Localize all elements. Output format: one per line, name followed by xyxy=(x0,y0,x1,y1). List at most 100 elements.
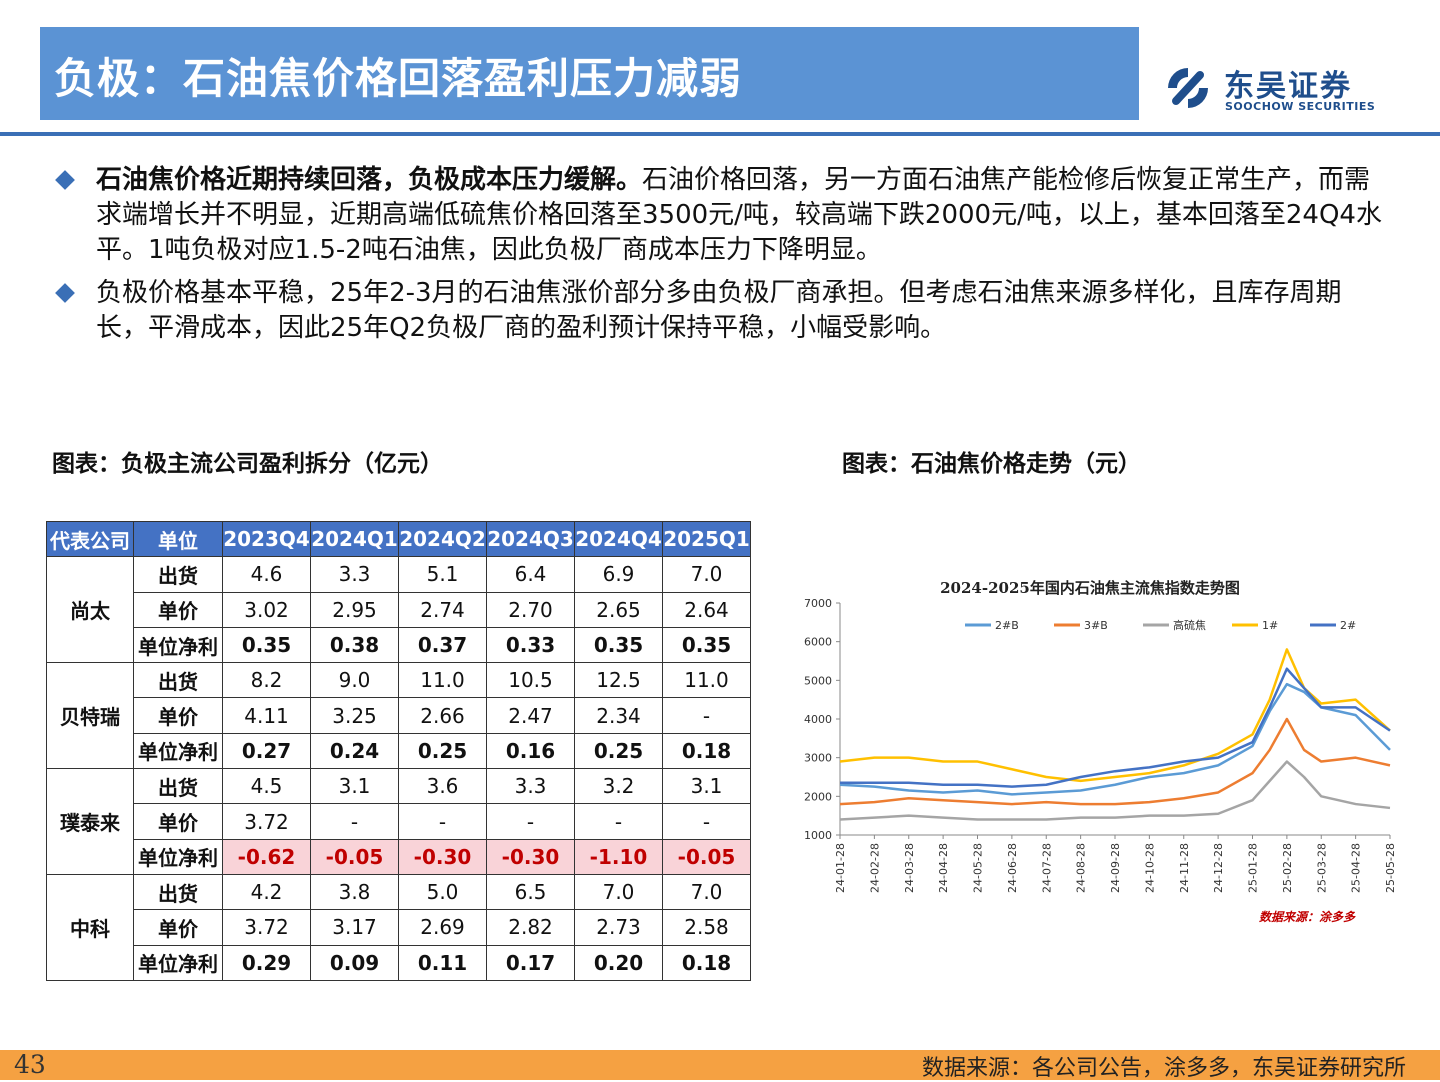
value-cell: 3.1 xyxy=(310,768,399,805)
value-cell: 4.2 xyxy=(222,873,311,911)
table-row: 单位净利 0.27 0.24 0.25 0.16 0.25 0.18 xyxy=(47,732,751,770)
y-tick-label: 7000 xyxy=(804,597,832,610)
negative-value-cell: -0.62 xyxy=(222,838,311,875)
brand-logo: 东吴证券 SOOCHOW SECURITIES xyxy=(1162,63,1402,115)
value-cell: 0.18 xyxy=(662,944,751,981)
value-cell: 11.0 xyxy=(398,662,487,699)
value-cell: 2.73 xyxy=(574,909,663,946)
value-cell: - xyxy=(662,697,751,734)
value-cell: 10.5 xyxy=(486,662,575,699)
value-cell: - xyxy=(310,803,399,840)
x-tick-label: 24-03-28 xyxy=(903,843,916,893)
value-cell: 3.72 xyxy=(222,909,311,946)
table-row: 璞泰来 出货 4.5 3.1 3.6 3.3 3.2 3.1 xyxy=(46,768,751,875)
unit-cell: 出货 xyxy=(133,556,223,593)
x-tick-label: 25-04-28 xyxy=(1350,843,1363,893)
value-cell: 2.66 xyxy=(398,697,487,734)
value-cell: 5.0 xyxy=(398,873,487,911)
x-tick-label: 24-12-28 xyxy=(1212,843,1225,893)
x-tick-label: 24-08-28 xyxy=(1075,843,1088,893)
page-title: 负极：石油焦价格回落盈利压力减弱 xyxy=(54,54,743,103)
x-tick-label: 24-06-28 xyxy=(1006,843,1019,893)
value-cell: 0.20 xyxy=(574,944,663,981)
legend-label: 高硫焦 xyxy=(1173,618,1206,632)
value-cell: 0.09 xyxy=(310,944,399,981)
value-cell: 7.0 xyxy=(662,873,751,911)
header-cell: 2024Q1 xyxy=(310,520,399,558)
value-cell: 0.16 xyxy=(486,732,575,770)
value-cell: 2.69 xyxy=(398,909,487,946)
value-cell: 4.6 xyxy=(222,556,311,593)
data-source: 数据来源：各公司公告，涂多多，东吴证券研究所 xyxy=(921,1056,1406,1081)
value-cell: 6.5 xyxy=(486,873,575,911)
chart-caption: 图表：石油焦价格走势（元） xyxy=(842,451,1141,477)
footer-bar: 43 数据来源：各公司公告，涂多多，东吴证券研究所 xyxy=(0,1050,1440,1081)
table-row: 尚太 出货 4.6 3.3 5.1 6.4 6.9 7.0 xyxy=(46,556,751,664)
x-tick-label: 25-01-28 xyxy=(1247,843,1260,893)
header-cell: 2024Q2 xyxy=(398,520,487,558)
value-cell: 0.18 xyxy=(662,732,751,770)
value-cell: - xyxy=(574,803,663,840)
diamond-bullet-icon xyxy=(55,170,75,190)
x-tick-label: 24-05-28 xyxy=(972,843,985,893)
value-cell: 3.3 xyxy=(486,768,575,805)
legend-label: 2#B xyxy=(995,619,1019,632)
value-cell: 11.0 xyxy=(662,662,751,699)
legend-label: 2# xyxy=(1340,619,1356,632)
value-cell: 0.24 xyxy=(310,732,399,770)
value-cell: 2.70 xyxy=(486,591,575,628)
y-tick-label: 1000 xyxy=(804,829,832,842)
x-tick-label: 24-04-28 xyxy=(937,843,950,893)
line-chart-svg: 2024-2025年国内石油焦主流焦指数走势图 1000 2000 3000 4000 5… xyxy=(804,579,1397,924)
value-cell: 0.25 xyxy=(398,732,487,770)
table-row: 中科 出货 4.2 3.8 5.0 6.5 7.0 7.0 xyxy=(46,873,751,981)
value-cell: 2.47 xyxy=(486,697,575,734)
value-cell: 9.0 xyxy=(310,662,399,699)
value-cell: 0.27 xyxy=(222,732,311,770)
x-tick-label: 24-01-28 xyxy=(834,843,847,893)
logo-mark-icon xyxy=(1168,68,1208,108)
header-cell: 2024Q4 xyxy=(574,520,663,558)
value-cell: 8.2 xyxy=(222,662,311,699)
value-cell: 7.0 xyxy=(662,556,751,593)
x-tick-label: 24-07-28 xyxy=(1040,843,1053,893)
value-cell: 6.4 xyxy=(486,556,575,593)
value-cell: 0.25 xyxy=(574,732,663,770)
table-row: 单位净利 0.29 0.09 0.11 0.17 0.20 0.18 xyxy=(47,944,751,981)
negative-value-cell: -0.05 xyxy=(310,838,399,875)
x-tick-label: 24-10-28 xyxy=(1143,843,1156,893)
header-cell: 2023Q4 xyxy=(222,520,311,558)
logo-text-en: SOOCHOW SECURITIES xyxy=(1225,100,1376,113)
table-row: 单价 3.72 3.17 2.69 2.82 2.73 2.58 xyxy=(47,909,751,946)
x-tick-label: 25-05-28 xyxy=(1384,843,1397,893)
value-cell: 12.5 xyxy=(574,662,663,699)
title-bar: 负极：石油焦价格回落盈利压力减弱 xyxy=(40,27,1139,120)
table-row: 单价 3.72 - - - - - xyxy=(47,803,751,840)
table-row: 单位净利 0.35 0.38 0.37 0.33 0.35 0.35 xyxy=(47,626,751,664)
value-cell: 3.8 xyxy=(310,873,399,911)
value-cell: 2.74 xyxy=(398,591,487,628)
unit-cell: 单价 xyxy=(133,909,223,946)
company-cell: 璞泰来 xyxy=(46,768,134,875)
header-divider xyxy=(0,132,1440,136)
unit-cell: 单价 xyxy=(133,697,223,734)
value-cell: 2.65 xyxy=(574,591,663,628)
value-cell: 0.35 xyxy=(222,626,311,664)
value-cell: - xyxy=(662,803,751,840)
value-cell: 3.17 xyxy=(310,909,399,946)
unit-cell: 出货 xyxy=(133,768,223,805)
unit-cell: 单位净利 xyxy=(133,626,223,664)
value-cell: 3.6 xyxy=(398,768,487,805)
value-cell: 3.72 xyxy=(222,803,311,840)
y-tick-label: 4000 xyxy=(804,713,832,726)
value-cell: 2.82 xyxy=(486,909,575,946)
table-caption: 图表：负极主流公司盈利拆分（亿元） xyxy=(52,451,443,477)
table-row: 单位净利 -0.62 -0.05 -0.30 -0.30 -1.10 -0.05 xyxy=(47,838,751,875)
y-tick-label: 3000 xyxy=(804,752,832,765)
value-cell: - xyxy=(398,803,487,840)
value-cell: 3.25 xyxy=(310,697,399,734)
value-cell: 0.38 xyxy=(310,626,399,664)
x-tick-label: 25-03-28 xyxy=(1315,843,1328,893)
y-tick-label: 2000 xyxy=(804,790,832,803)
value-cell: 4.11 xyxy=(222,697,311,734)
